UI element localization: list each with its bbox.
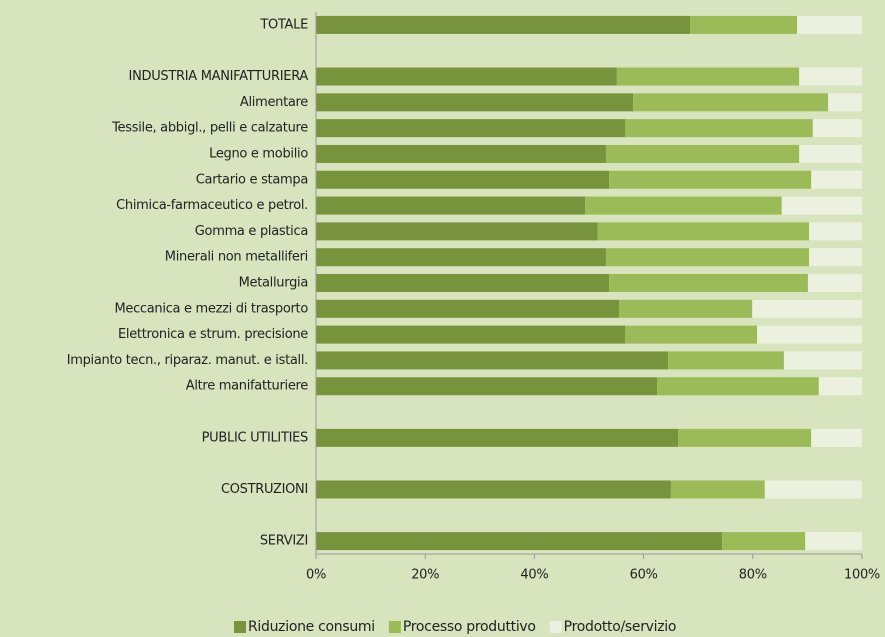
bar-segment [605,248,810,267]
y-tick-label: Impianto tecn., riparaz. manut. e istall… [67,353,308,368]
bar-segment [690,15,798,34]
legend-swatch [549,621,562,633]
bar-segment [809,222,862,241]
bar-segment [811,170,862,189]
y-tick-label: Cartario e stampa [196,172,308,187]
bar-segment [757,325,862,344]
bar-segment [316,480,671,499]
bar-segment [677,428,812,447]
bar-segment [316,299,620,318]
bar-segment [316,119,626,138]
x-tick-label: 20% [411,568,439,583]
bar-segment [316,222,598,241]
x-tick-label: 60% [630,568,658,583]
bar-segment [781,196,862,215]
y-tick-label: SERVIZI [260,534,308,549]
bar-segment [805,532,862,551]
y-tick-label: COSTRUZIONI [221,482,308,497]
y-tick-label: Alimentare [240,95,308,110]
y-tick-label: Meccanica e mezzi di trasporto [114,301,308,316]
bar-segment [764,480,862,499]
bar-segment [828,93,862,112]
bar-segment [818,377,862,396]
bar-segment [809,248,862,267]
legend-label: Prodotto/servizio [564,619,676,635]
bar-segment [619,299,753,318]
y-tick-label: INDUSTRIA MANIFATTURIERA [129,69,309,84]
bar-segment [316,532,723,551]
bar-segment [807,274,862,292]
y-tick-label: Chimica-farmaceutico e petrol. [116,198,308,213]
bar-segment [316,170,610,189]
y-tick-label: TOTALE [259,17,308,32]
bar-segment [316,274,610,292]
bar-segment [668,351,784,370]
x-tick-label: 0% [306,568,326,583]
y-tick-label: Minerali non metalliferi [165,250,308,265]
y-tick-label: Legno e mobilio [209,146,308,161]
bar-segment [752,299,862,318]
bar-segment [811,428,862,447]
bar-segment [316,67,617,86]
y-tick-label: Metallurgia [239,276,308,291]
bar-segment [316,325,626,344]
legend-label: Riduzione consumi [248,619,375,635]
bar-segment [799,67,862,86]
bar-segment [316,144,606,163]
y-tick-label: Elettronica e strum. precisione [118,327,308,342]
bar-segment [316,377,658,396]
bar-segment [609,274,808,292]
bar-segment [657,377,819,396]
bar-segment [799,144,862,163]
bar-segment [316,351,669,370]
y-tick-label: Tessile, abbigl., pelli e calzature [111,121,308,136]
bar-segment [722,532,806,551]
bar-segment [316,15,691,34]
bar-segment [616,67,800,86]
bar-segment [625,119,813,138]
y-tick-label: Gomma e plastica [195,224,308,239]
bar-segment [797,15,862,34]
bar-segment [633,93,829,112]
bar-segment [605,144,800,163]
bar-segment [316,93,634,112]
bar-segment [316,196,586,215]
x-tick-label: 100% [844,568,880,583]
bar-segment [670,480,765,499]
x-tick-label: 80% [739,568,767,583]
legend-swatch [388,621,401,633]
bar-segment [625,325,758,344]
legend-label: Processo produttivo [403,619,536,635]
x-tick-label: 40% [520,568,548,583]
bar-segment [316,248,606,267]
bar-segment [812,119,862,138]
bar-segment [783,351,862,370]
bar-segment [609,170,812,189]
bar-segment [316,428,678,447]
y-tick-label: Altre manifatturiere [186,379,309,394]
y-tick-label: PUBLIC UTILITIES [202,430,308,445]
legend-swatch [234,621,246,633]
bar-segment [597,222,810,241]
bar-segment [585,196,782,215]
